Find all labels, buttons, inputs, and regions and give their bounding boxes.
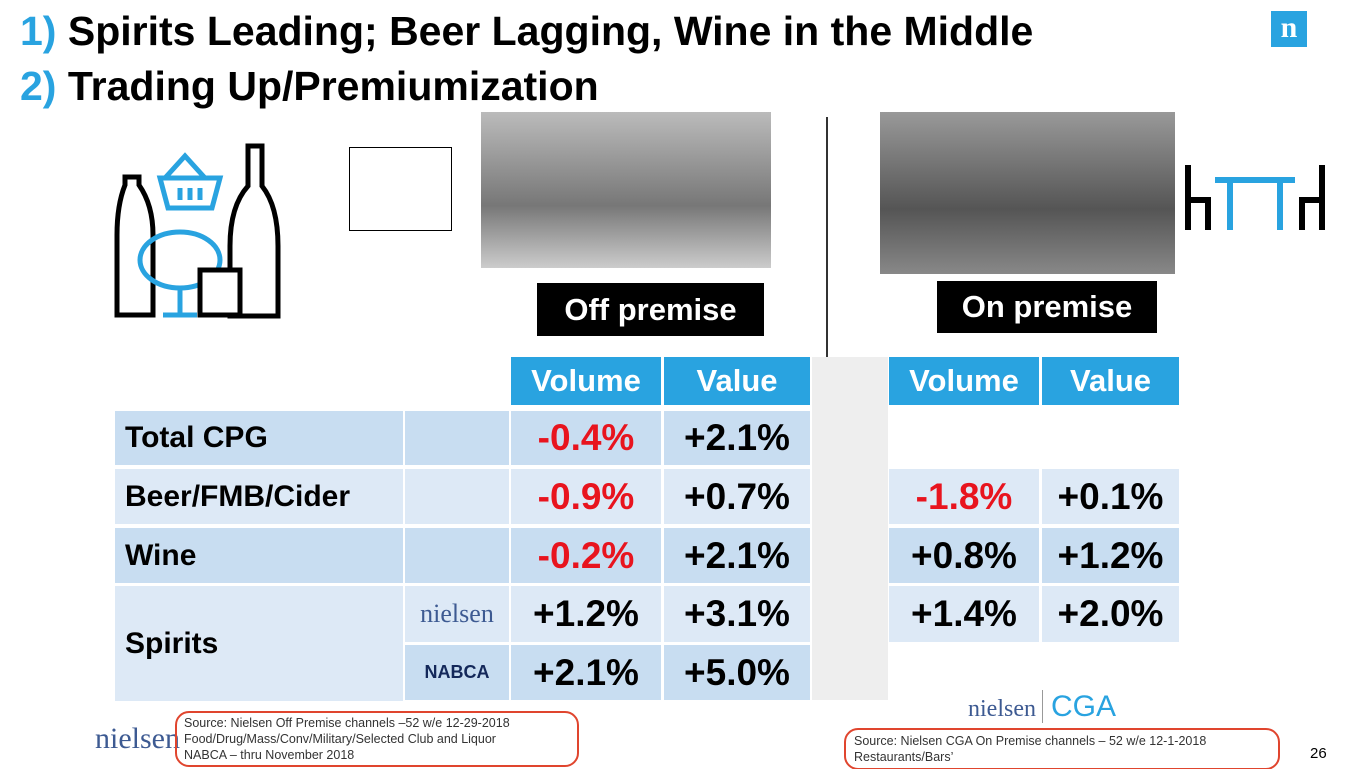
source-line: NABCA – thru November 2018 — [184, 748, 355, 762]
value-cell: +1.2% — [511, 586, 661, 642]
value-cell: +5.0% — [664, 645, 810, 700]
source-cell — [405, 469, 509, 524]
title-text: Trading Up/Premiumization — [67, 63, 599, 109]
column-header: Value — [664, 357, 810, 405]
title-number: 2) — [20, 63, 57, 109]
source-line: Source: Nielsen Off Premise channels –52… — [184, 716, 510, 730]
bar-photo — [880, 112, 1175, 274]
page-number: 26 — [1310, 745, 1327, 762]
section-label: Off premise — [537, 283, 764, 336]
column-header: Value — [1042, 357, 1179, 405]
value-cell: +1.2% — [1042, 528, 1179, 583]
source-line: Restaurants/Bars’ — [854, 750, 954, 764]
gap-column — [812, 357, 888, 700]
drinks-icon — [114, 143, 281, 319]
source-cell: nielsen — [405, 586, 509, 642]
column-header: Volume — [889, 357, 1039, 405]
source-cell — [405, 528, 509, 583]
value-cell: +2.1% — [511, 645, 661, 700]
source-outline — [175, 711, 579, 767]
placeholder-box — [349, 147, 452, 231]
source-logo: NABCA — [424, 662, 490, 682]
logo: n — [1271, 11, 1307, 47]
value-cell: +0.8% — [889, 528, 1039, 583]
value-cell: +0.7% — [664, 469, 810, 524]
brand-text: nielsen — [968, 696, 1036, 722]
value-cell: +2.1% — [664, 411, 810, 465]
title-text: Spirits Leading; Beer Lagging, Wine in t… — [67, 8, 1034, 54]
value-cell: +2.0% — [1042, 586, 1179, 642]
section-label: On premise — [937, 281, 1157, 333]
table-icon — [1185, 165, 1325, 230]
title-number: 1) — [20, 8, 57, 54]
row-label: Beer/FMB/Cider — [115, 469, 403, 524]
source-cell: NABCA — [405, 645, 509, 700]
value-cell: -0.2% — [511, 528, 661, 583]
value-cell: +2.1% — [664, 528, 810, 583]
brand-text: CGA — [1041, 690, 1116, 723]
value-cell: -1.8% — [889, 469, 1039, 524]
row-label: Spirits — [115, 586, 403, 701]
row-label: Wine — [115, 528, 403, 583]
source-logo: nielsen — [420, 599, 494, 628]
source-cell — [405, 411, 509, 465]
brand-logo: nielsen — [95, 722, 180, 755]
column-header: Volume — [511, 357, 661, 405]
value-cell: +3.1% — [664, 586, 810, 642]
brand-logo: nielsen CGA — [968, 690, 1116, 724]
value-cell: -0.9% — [511, 469, 661, 524]
value-cell: +1.4% — [889, 586, 1039, 642]
row-label: Total CPG — [115, 411, 403, 465]
source-note: Source: Nielsen Off Premise channels –52… — [184, 715, 510, 763]
source-line: Source: Nielsen CGA On Premise channels … — [854, 734, 1207, 748]
source-line: Food/Drug/Mass/Conv/Military/Selected Cl… — [184, 732, 496, 746]
store-photo — [481, 112, 771, 268]
value-cell: +0.1% — [1042, 469, 1179, 524]
value-cell: -0.4% — [511, 411, 661, 465]
title-line-1: 1) Spirits Leading; Beer Lagging, Wine i… — [20, 8, 1033, 55]
title-line-2: 2) Trading Up/Premiumization — [20, 63, 599, 110]
source-note: Source: Nielsen CGA On Premise channels … — [854, 733, 1206, 765]
